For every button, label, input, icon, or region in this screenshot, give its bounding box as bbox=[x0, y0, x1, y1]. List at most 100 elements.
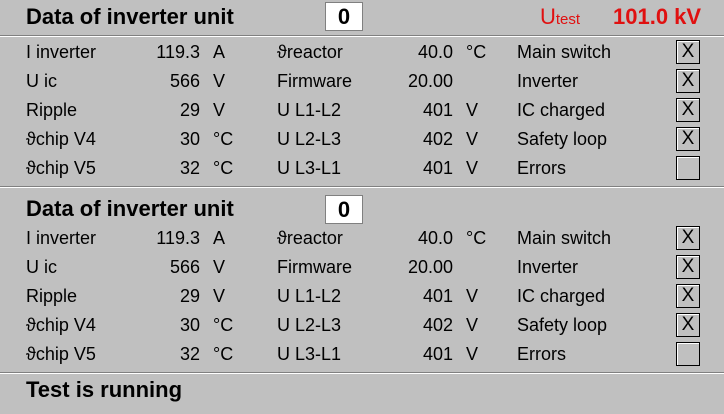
measurement-label: U ic bbox=[26, 257, 57, 277]
measurement-label: ϑchip V4 bbox=[26, 129, 96, 149]
status-checkbox[interactable]: X bbox=[676, 69, 700, 93]
measurement-label: ϑchip V5 bbox=[26, 344, 96, 364]
data-row: U ic 566 V Firmware 20.00 Inverter X bbox=[0, 67, 724, 96]
unit-number-field[interactable]: 0 bbox=[325, 2, 363, 31]
measurement-unit: V bbox=[213, 257, 226, 277]
status-label: Inverter bbox=[517, 71, 579, 91]
measurement-value: 401 bbox=[422, 286, 453, 306]
measurement-value: 29 bbox=[179, 286, 200, 306]
measurement-value: 40.0 bbox=[417, 228, 453, 248]
utest-subscript: test bbox=[555, 11, 581, 28]
measurement-label: I inverter bbox=[26, 42, 97, 62]
measurement-value: 32 bbox=[179, 344, 200, 364]
status-label: Main switch bbox=[517, 228, 612, 248]
panel-divider bbox=[0, 186, 724, 188]
measurement-value: 119.3 bbox=[156, 228, 200, 248]
status-label: Errors bbox=[517, 158, 566, 178]
measurement-value: 401 bbox=[422, 158, 453, 178]
measurement-value: 402 bbox=[422, 315, 453, 335]
status-divider bbox=[0, 372, 724, 374]
status-label: Main switch bbox=[517, 42, 612, 62]
measurement-label: ϑreactor bbox=[277, 228, 343, 248]
measurement-value: 401 bbox=[422, 100, 453, 120]
measurement-unit: °C bbox=[213, 315, 234, 335]
measurement-unit: V bbox=[466, 129, 479, 149]
measurement-unit: A bbox=[213, 42, 226, 62]
status-label: Errors bbox=[517, 344, 566, 364]
data-row: ϑchip V4 30 °C U L2-L3 402 V Safety loop X bbox=[0, 311, 724, 340]
status-label: IC charged bbox=[517, 286, 606, 306]
utest-symbol: U bbox=[540, 4, 556, 29]
status-label: Inverter bbox=[517, 257, 579, 277]
measurement-label: I inverter bbox=[26, 228, 97, 248]
utest-readout: Utest 101.0 kV bbox=[540, 4, 701, 30]
measurement-value: 402 bbox=[422, 129, 453, 149]
measurement-label: Ripple bbox=[26, 100, 78, 120]
measurement-unit: °C bbox=[213, 344, 234, 364]
status-checkbox[interactable] bbox=[676, 156, 700, 180]
measurement-label: U L2-L3 bbox=[277, 315, 342, 335]
measurement-label: Firmware bbox=[277, 257, 352, 277]
measurement-unit: V bbox=[213, 100, 226, 120]
measurement-unit: V bbox=[466, 100, 479, 120]
measurement-unit: °C bbox=[466, 42, 487, 62]
measurement-label: ϑreactor bbox=[277, 42, 343, 62]
measurement-label: U L1-L2 bbox=[277, 286, 342, 306]
measurement-label: U L2-L3 bbox=[277, 129, 342, 149]
status-checkbox[interactable]: X bbox=[676, 255, 700, 279]
unit-number-field[interactable]: 0 bbox=[325, 195, 363, 224]
divider bbox=[0, 35, 724, 37]
measurement-label: ϑchip V4 bbox=[26, 315, 96, 335]
panel-title: Data of inverter unit bbox=[26, 4, 234, 29]
status-label: Safety loop bbox=[517, 315, 608, 335]
measurement-label: U L1-L2 bbox=[277, 100, 342, 120]
measurement-label: ϑchip V5 bbox=[26, 158, 96, 178]
status-checkbox[interactable]: X bbox=[676, 284, 700, 308]
measurement-label: Firmware bbox=[277, 71, 352, 91]
measurement-unit: V bbox=[213, 71, 226, 91]
status-checkbox[interactable]: X bbox=[676, 40, 700, 64]
inverter-panel-2: Data of inverter unit 0 I inverter 119.3 A… bbox=[0, 189, 724, 371]
data-row: U ic 566 V Firmware 20.00 Inverter X bbox=[0, 253, 724, 282]
status-label: IC charged bbox=[517, 100, 606, 120]
data-row: ϑchip V5 32 °C U L3-L1 401 V Errors bbox=[0, 340, 724, 369]
measurement-unit: V bbox=[466, 158, 479, 178]
measurement-unit: V bbox=[466, 286, 479, 306]
status-checkbox[interactable]: X bbox=[676, 226, 700, 250]
measurement-value: 566 bbox=[169, 257, 200, 277]
inverter-panel-1: Data of inverter unit 0 Utest 101.0 kV I… bbox=[0, 0, 724, 186]
status-checkbox[interactable] bbox=[676, 342, 700, 366]
measurement-unit: V bbox=[213, 286, 226, 306]
measurement-label: Ripple bbox=[26, 286, 78, 306]
measurement-value: 30 bbox=[179, 129, 200, 149]
measurement-value: 20.00 bbox=[407, 257, 453, 277]
measurement-value: 119.3 bbox=[156, 42, 200, 62]
data-row: Ripple 29 V U L1-L2 401 V IC charged X bbox=[0, 96, 724, 125]
measurement-value: 401 bbox=[422, 344, 453, 364]
measurement-value: 32 bbox=[179, 158, 200, 178]
measurement-value: 40.0 bbox=[417, 42, 453, 62]
status-checkbox[interactable]: X bbox=[676, 313, 700, 337]
measurement-label: U ic bbox=[26, 71, 57, 91]
data-row: ϑchip V4 30 °C U L2-L3 402 V Safety loop X bbox=[0, 125, 724, 154]
measurement-unit: V bbox=[466, 344, 479, 364]
measurement-value: 566 bbox=[169, 71, 200, 91]
measurement-unit: °C bbox=[466, 228, 487, 248]
measurement-label: U L3-L1 bbox=[277, 158, 342, 178]
measurement-label: U L3-L1 bbox=[277, 344, 342, 364]
measurement-value: 30 bbox=[179, 315, 200, 335]
status-checkbox[interactable]: X bbox=[676, 98, 700, 122]
status-text: Test is running bbox=[26, 377, 183, 402]
data-row: Ripple 29 V U L1-L2 401 V IC charged X bbox=[0, 282, 724, 311]
data-row: ϑchip V5 32 °C U L3-L1 401 V Errors bbox=[0, 154, 724, 183]
measurement-unit: °C bbox=[213, 158, 234, 178]
measurement-value: 20.00 bbox=[407, 71, 453, 91]
utest-value: 101.0 kV bbox=[613, 4, 702, 29]
measurement-value: 29 bbox=[179, 100, 200, 120]
panel-title: Data of inverter unit bbox=[26, 196, 234, 221]
measurement-unit: A bbox=[213, 228, 226, 248]
measurement-unit: V bbox=[466, 315, 479, 335]
status-checkbox[interactable]: X bbox=[676, 127, 700, 151]
